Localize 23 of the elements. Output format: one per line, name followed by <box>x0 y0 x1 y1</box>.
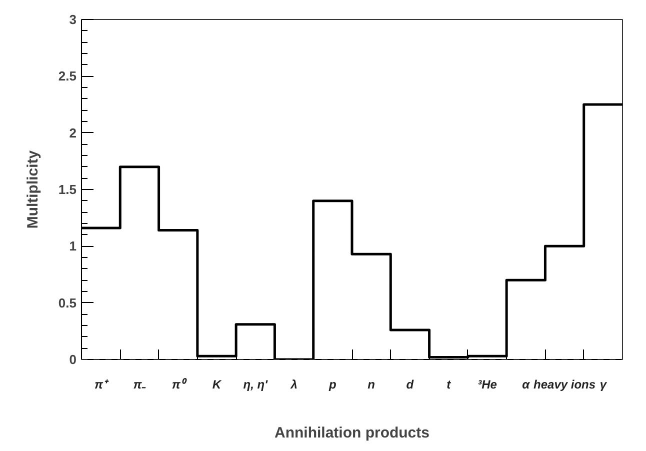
x-tick-label: π⁺ <box>94 378 110 392</box>
x-tick-label: t <box>446 378 452 392</box>
x-tick-label: heavy ions <box>534 378 596 392</box>
x-tick-label: π₋ <box>133 378 147 392</box>
y-tick-label: 3 <box>69 12 77 27</box>
x-axis-title: Annihilation products <box>274 424 430 442</box>
y-tick-label: 2.5 <box>58 68 77 84</box>
x-tick-label: π⁰ <box>172 378 188 392</box>
x-tick-label: n <box>368 378 375 392</box>
y-tick-label: 1 <box>69 238 77 254</box>
x-tick-label: K <box>212 378 222 392</box>
x-tick-label: ³He <box>478 378 498 392</box>
x-tick-label: p <box>328 378 336 392</box>
y-tick-label: 1.5 <box>58 182 77 197</box>
x-tick-label: λ <box>290 378 298 392</box>
x-tick-label: d <box>406 378 414 392</box>
y-tick-label: 0 <box>69 352 77 367</box>
y-tick-label: 0.5 <box>58 295 77 310</box>
y-axis-title: Multiplicity <box>24 150 42 229</box>
y-tick-label: 2 <box>69 125 77 140</box>
x-tick-label: α <box>522 378 530 392</box>
x-tick-label: η, η' <box>243 378 269 392</box>
x-tick-label: γ <box>600 378 608 392</box>
